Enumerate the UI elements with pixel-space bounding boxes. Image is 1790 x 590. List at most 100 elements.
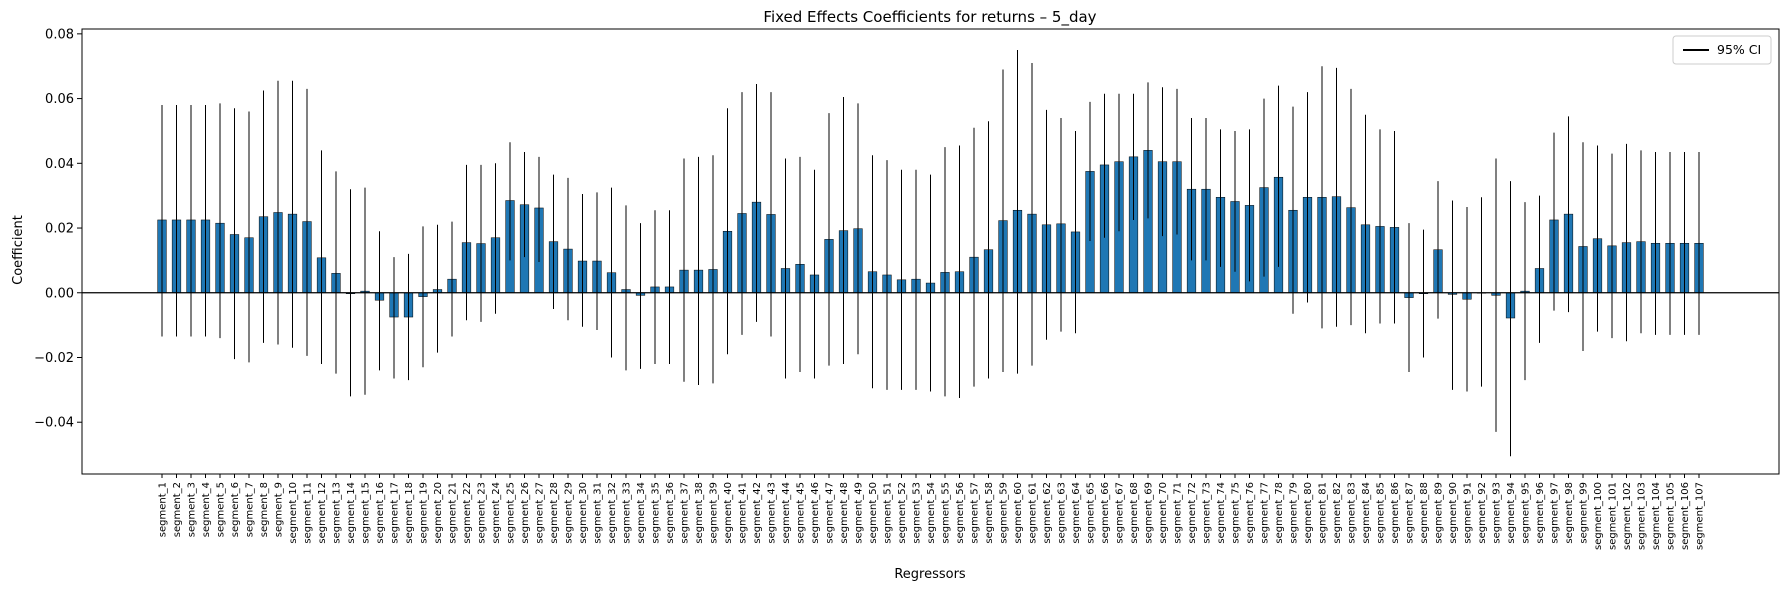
x-tick-label: segment_18 — [404, 482, 415, 544]
x-tick-label: segment_54 — [926, 482, 937, 544]
x-tick-label: segment_11 — [303, 482, 314, 544]
x-tick-label: segment_65 — [1086, 482, 1097, 544]
chart-title: Fixed Effects Coefficients for returns –… — [763, 8, 1096, 27]
x-tick-label: segment_1 — [158, 482, 169, 537]
x-tick-label: segment_82 — [1332, 482, 1343, 544]
x-tick-label: segment_37 — [680, 482, 691, 544]
x-tick-label: segment_42 — [752, 482, 763, 544]
x-tick-label: segment_80 — [1303, 482, 1314, 544]
x-tick-label: segment_87 — [1405, 482, 1416, 544]
x-tick-label: segment_70 — [1158, 482, 1169, 544]
x-tick-label: segment_62 — [1042, 482, 1053, 544]
x-tick-label: segment_17 — [390, 482, 401, 544]
x-tick-label: segment_88 — [1419, 482, 1430, 544]
y-tick-label: 0.06 — [45, 92, 74, 107]
x-axis-ticks: segment_1 segment_2 segment_3 segment_4 segm… — [158, 474, 1706, 550]
x-tick-label: segment_10 — [288, 482, 299, 544]
x-tick-label: segment_22 — [462, 482, 473, 544]
x-tick-label: segment_43 — [767, 482, 778, 544]
x-tick-label: segment_36 — [665, 482, 676, 544]
legend-ci-label: 95% CI — [1717, 42, 1761, 57]
x-tick-label: segment_19 — [419, 482, 430, 544]
x-tick-label: segment_26 — [520, 482, 531, 544]
x-tick-label: segment_32 — [607, 482, 618, 544]
x-tick-label: segment_94 — [1506, 482, 1517, 544]
x-tick-label: segment_31 — [593, 482, 604, 544]
x-tick-label: segment_92 — [1477, 482, 1488, 544]
plot-frame — [81, 28, 1780, 475]
y-tick-label: −0.04 — [34, 416, 74, 431]
x-tick-label: segment_4 — [201, 482, 212, 537]
x-tick-label: segment_61 — [1028, 482, 1039, 544]
x-tick-label: segment_86 — [1390, 482, 1401, 544]
x-tick-label: segment_5 — [216, 482, 227, 537]
x-tick-label: segment_39 — [709, 482, 720, 544]
x-tick-label: segment_107 — [1695, 482, 1706, 550]
x-tick-label: segment_101 — [1608, 482, 1619, 550]
confidence-intervals — [161, 50, 1700, 457]
x-tick-label: segment_24 — [491, 482, 502, 544]
x-tick-label: segment_47 — [825, 482, 836, 544]
x-tick-label: segment_63 — [1057, 482, 1068, 544]
x-tick-label: segment_12 — [317, 482, 328, 544]
x-tick-label: segment_64 — [1071, 482, 1082, 544]
x-tick-label: segment_95 — [1521, 482, 1532, 544]
x-tick-label: segment_35 — [651, 482, 662, 544]
x-tick-label: segment_50 — [868, 482, 879, 544]
x-tick-label: segment_57 — [970, 482, 981, 544]
y-tick-label: 0.02 — [45, 222, 74, 237]
x-tick-label: segment_99 — [1579, 482, 1590, 544]
x-tick-label: segment_7 — [245, 482, 256, 537]
x-tick-label: segment_71 — [1173, 482, 1184, 544]
x-tick-label: segment_66 — [1100, 482, 1111, 544]
x-tick-label: segment_9 — [274, 482, 285, 537]
x-tick-label: segment_25 — [506, 482, 517, 544]
y-axis-ticks: −0.04 −0.02 0.00 0.02 0.04 0.06 0.08 — [34, 27, 82, 431]
x-tick-label: segment_72 — [1187, 482, 1198, 544]
x-tick-label: segment_15 — [361, 482, 372, 544]
x-tick-label: segment_59 — [999, 482, 1010, 544]
x-tick-label: segment_93 — [1492, 482, 1503, 544]
x-tick-label: segment_20 — [433, 482, 444, 544]
x-tick-label: segment_2 — [172, 482, 183, 537]
x-tick-label: segment_83 — [1347, 482, 1358, 544]
x-tick-label: segment_44 — [781, 482, 792, 544]
x-tick-label: segment_41 — [738, 482, 749, 544]
x-tick-label: segment_49 — [854, 482, 865, 544]
y-tick-label: −0.02 — [34, 351, 74, 366]
x-tick-label: segment_40 — [723, 482, 734, 544]
x-tick-label: segment_21 — [448, 482, 459, 544]
x-tick-label: segment_102 — [1622, 482, 1633, 550]
x-tick-label: segment_34 — [636, 482, 647, 544]
x-tick-label: segment_48 — [839, 482, 850, 544]
x-tick-label: segment_53 — [912, 482, 923, 544]
x-tick-label: segment_106 — [1680, 482, 1691, 550]
x-tick-label: segment_73 — [1202, 482, 1213, 544]
x-tick-label: segment_97 — [1550, 482, 1561, 544]
legend: 95% CI — [1672, 35, 1772, 65]
x-tick-label: segment_14 — [346, 482, 357, 544]
x-tick-label: segment_77 — [1260, 482, 1271, 544]
x-tick-label: segment_85 — [1376, 482, 1387, 544]
x-tick-label: segment_74 — [1216, 482, 1227, 544]
x-tick-label: segment_33 — [622, 482, 633, 544]
x-tick-label: segment_60 — [1013, 482, 1024, 544]
x-tick-label: segment_79 — [1289, 482, 1300, 544]
x-tick-label: segment_96 — [1535, 482, 1546, 544]
x-tick-label: segment_3 — [187, 482, 198, 537]
y-tick-label: 0.00 — [45, 286, 74, 301]
x-tick-label: segment_91 — [1463, 482, 1474, 544]
legend-box — [1672, 35, 1772, 65]
x-tick-label: segment_98 — [1564, 482, 1575, 544]
x-tick-label: segment_52 — [897, 482, 908, 544]
x-tick-label: segment_38 — [694, 482, 705, 544]
x-tick-label: segment_75 — [1231, 482, 1242, 544]
x-tick-label: segment_28 — [549, 482, 560, 544]
y-tick-label: 0.04 — [45, 157, 74, 172]
x-tick-label: segment_103 — [1637, 482, 1648, 550]
x-tick-label: segment_8 — [259, 482, 270, 537]
x-tick-label: segment_23 — [477, 482, 488, 544]
x-tick-label: segment_84 — [1361, 482, 1372, 544]
x-tick-label: segment_78 — [1274, 482, 1285, 544]
